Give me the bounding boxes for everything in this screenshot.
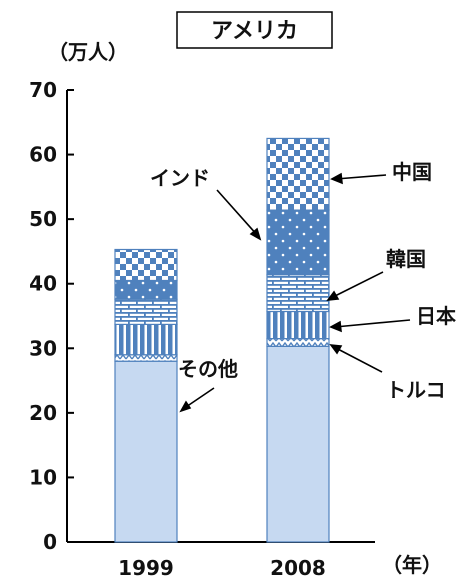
bars (114, 137, 330, 543)
bar-segment-2008-3 (266, 274, 330, 313)
title-box (176, 11, 333, 49)
x-tick-labels: 1999 2008 (118, 556, 326, 580)
bar-segment-2008-2 (266, 310, 330, 340)
y-tick-label: 30 (29, 336, 57, 360)
bar-segment-1999-2 (114, 323, 178, 356)
chart-title: アメリカ (211, 19, 298, 44)
label-turkey: トルコ (386, 378, 446, 402)
y-tick-label: 0 (43, 530, 57, 554)
label-india: インド (150, 166, 210, 190)
x-tick-label-1999: 1999 (118, 556, 174, 580)
arrow-china (335, 174, 387, 180)
label-japan: 日本 (416, 304, 456, 328)
y-tick-label: 70 (29, 78, 57, 102)
x-tick-label-2008: 2008 (270, 556, 326, 580)
arrowhead-turkey (329, 344, 343, 355)
arrowhead-japan (329, 320, 342, 333)
bar-segment-1999-0 (114, 360, 178, 543)
arrow-japan (334, 319, 411, 328)
annotations: その他 トルコ 日本 韓国 インド 中国 (150, 160, 456, 413)
y-ticks: 0 10 20 30 40 50 60 70 (29, 78, 74, 554)
arrowhead-korea (326, 290, 340, 301)
y-tick-label: 10 (29, 465, 57, 489)
bar-segment-1999-4 (114, 279, 178, 300)
y-tick-label: 50 (29, 207, 57, 231)
label-china: 中国 (392, 160, 432, 184)
bar-segment-2008-4 (266, 209, 330, 276)
bar-segment-1999-1 (114, 354, 178, 362)
bar-segment-1999-5 (114, 248, 178, 282)
label-sonota: その他 (178, 357, 238, 381)
arrowhead-china (330, 172, 343, 185)
arrowhead-india (249, 227, 262, 241)
bar-segment-2008-0 (266, 345, 330, 543)
y-tick-label: 40 (29, 272, 57, 296)
bar-segment-2008-1 (266, 338, 330, 347)
x-axis-label: （年） (382, 553, 442, 577)
arrow-turkey (333, 346, 383, 373)
bar-segment-1999-3 (114, 298, 178, 325)
y-tick-label: 20 (29, 401, 57, 425)
bar-segment-2008-5 (266, 137, 330, 211)
y-tick-label: 60 (29, 143, 57, 167)
arrow-korea (330, 271, 384, 299)
label-korea: 韓国 (386, 247, 426, 271)
arrowhead-sonota (179, 400, 192, 413)
arrow-india (216, 189, 259, 237)
y-axis-label: （万人） (48, 40, 128, 64)
